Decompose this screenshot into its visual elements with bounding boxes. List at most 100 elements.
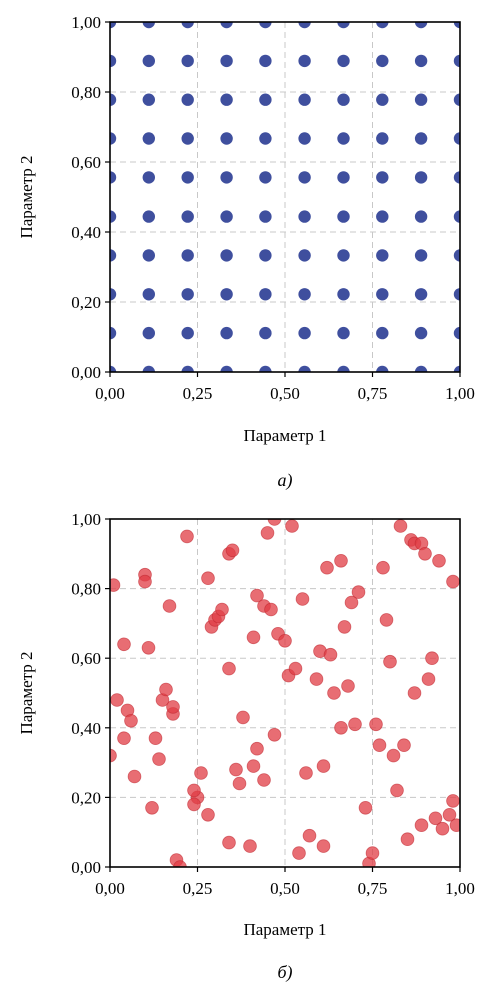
data-point	[142, 132, 155, 145]
data-point	[246, 630, 261, 645]
data-point	[285, 519, 299, 533]
data-point	[316, 839, 331, 853]
data-point	[298, 288, 311, 301]
y-tick-label: 0,40	[71, 719, 101, 738]
data-point	[298, 210, 311, 223]
data-point	[365, 846, 380, 860]
data-point	[298, 326, 311, 340]
data-point	[327, 686, 341, 700]
data-point	[220, 365, 233, 372]
data-point	[383, 654, 397, 669]
data-point	[194, 766, 208, 780]
data-point	[453, 288, 460, 301]
data-point	[110, 171, 117, 184]
data-point	[376, 288, 389, 301]
data-point	[181, 288, 194, 301]
x-tick-label: 1,00	[445, 879, 475, 898]
data-point	[414, 22, 428, 29]
data-point	[334, 553, 348, 568]
data-point	[337, 365, 350, 372]
data-point	[220, 326, 233, 340]
data-point	[414, 818, 429, 832]
data-point	[259, 171, 272, 184]
y-tick-label: 1,00	[71, 13, 101, 32]
data-point	[187, 783, 201, 798]
data-point	[453, 22, 460, 29]
data-point	[142, 326, 155, 340]
data-point	[449, 818, 460, 832]
data-point	[428, 811, 443, 826]
data-point	[181, 210, 194, 223]
data-point	[344, 595, 359, 610]
data-point	[127, 769, 142, 784]
data-point	[453, 93, 460, 106]
data-point	[348, 717, 362, 732]
data-point	[337, 54, 350, 68]
x-tick-label: 1,00	[445, 384, 475, 403]
data-point	[337, 93, 350, 106]
data-point	[298, 93, 311, 106]
grid-lines	[110, 519, 460, 867]
data-point	[110, 132, 117, 145]
data-point	[259, 93, 272, 106]
data-point	[309, 672, 324, 686]
data-point	[181, 132, 194, 145]
data-point	[142, 210, 155, 223]
data-point	[259, 365, 272, 372]
x-tick-labels: 0,00 0,25 0,50 0,75 1,00	[95, 372, 475, 403]
data-point	[259, 22, 272, 29]
data-point	[358, 800, 373, 815]
data-point	[180, 529, 194, 544]
data-point	[421, 672, 436, 686]
data-point	[302, 828, 317, 843]
data-point	[110, 22, 117, 29]
data-point	[187, 797, 201, 812]
y-tick-label: 0,00	[71, 858, 101, 877]
data-point	[298, 365, 311, 372]
data-point	[376, 93, 389, 106]
data-point	[390, 783, 404, 798]
chart-panel-b: 0,00 0,20 0,40 0,60 0,80 1,00 0,00 0,25 0,50 0,7…	[17, 510, 475, 983]
data-point	[142, 249, 155, 262]
data-point	[337, 326, 350, 340]
data-point	[376, 326, 389, 340]
data-point	[142, 93, 155, 106]
data-point	[259, 288, 272, 301]
data-point	[181, 249, 194, 262]
y-tick-label: 0,80	[71, 580, 101, 599]
data-point	[222, 835, 236, 850]
x-tick-label: 0,75	[358, 879, 388, 898]
data-point	[259, 132, 272, 145]
x-axis-label: Параметр 1	[243, 920, 326, 939]
data-point	[181, 93, 194, 106]
data-point	[259, 210, 272, 223]
chart-panel-a: 0,00 0,20 0,40 0,60 0,80 1,00 0,00 0,25 0,50 0,7…	[17, 13, 475, 491]
data-point	[414, 171, 428, 184]
data-point	[376, 365, 389, 372]
data-point	[453, 54, 460, 68]
data-point	[337, 249, 350, 262]
data-point	[220, 54, 233, 68]
data-point	[337, 210, 350, 223]
data-point	[229, 762, 243, 777]
data-point	[117, 731, 131, 745]
y-tick-label: 0,40	[71, 223, 101, 242]
data-point	[141, 640, 156, 655]
data-point	[397, 738, 411, 752]
y-tick-label: 0,20	[71, 293, 101, 312]
x-tick-label: 0,00	[95, 384, 125, 403]
data-point	[446, 794, 460, 808]
data-point	[453, 132, 460, 145]
data-point	[181, 54, 194, 68]
data-point	[250, 588, 264, 603]
data-point	[295, 592, 310, 606]
y-tick-label: 0,80	[71, 83, 101, 102]
data-point	[376, 132, 389, 145]
y-tick-label: 0,00	[71, 363, 101, 382]
data-point	[142, 22, 155, 29]
scatter-points	[110, 22, 460, 372]
data-point	[201, 807, 215, 822]
data-point	[267, 519, 282, 526]
data-point	[220, 288, 233, 301]
data-point	[110, 249, 117, 262]
